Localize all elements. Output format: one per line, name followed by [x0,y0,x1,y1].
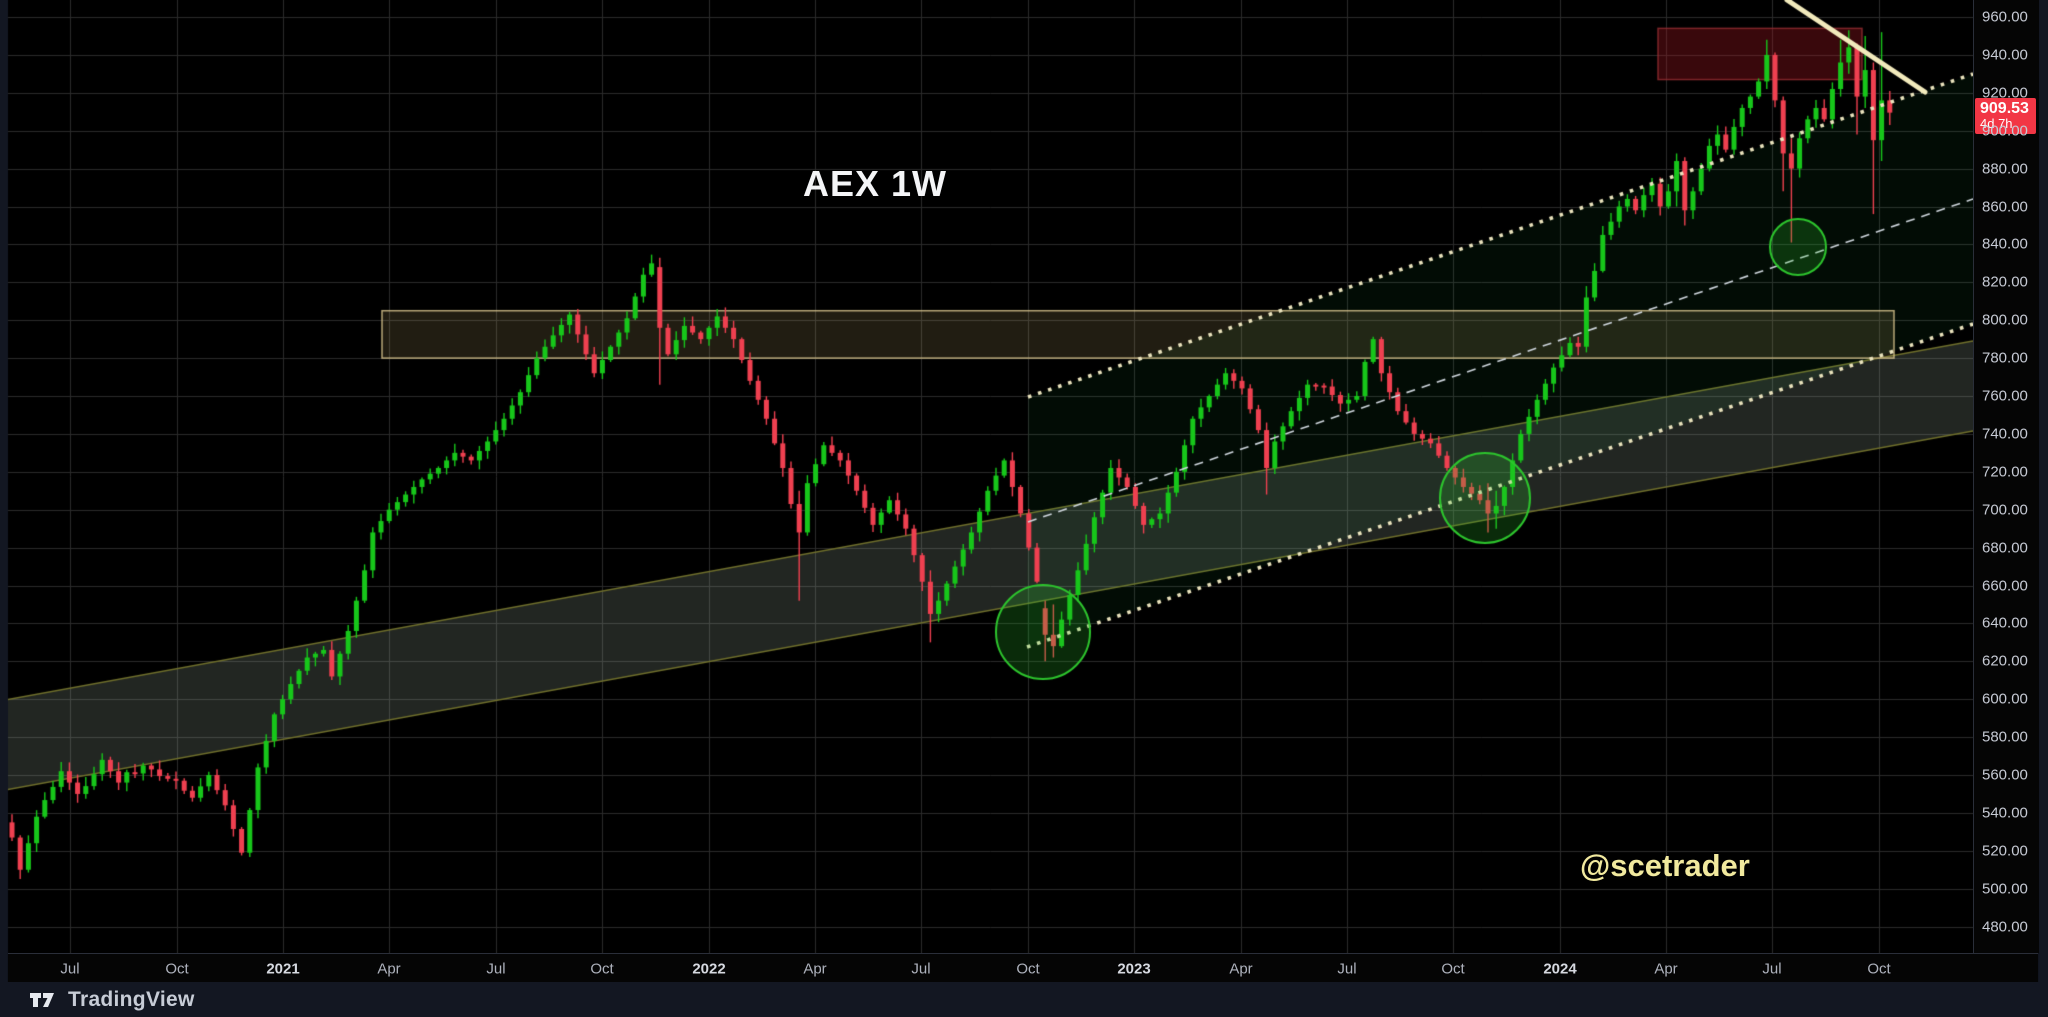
bar-countdown: 4d 7h [1980,116,2013,132]
price-tick-label: 660.00 [1982,577,2028,594]
price-tick-label: 740.00 [1982,425,2028,443]
price-tick-label: 840.00 [1982,235,2028,253]
time-tick-label: Oct [1867,960,1891,977]
time-tick-label: Apr [803,960,827,977]
price-tick-label: 900.00 [1982,122,2028,140]
price-tick-label: 960.00 [1982,8,2028,26]
time-tick-label: Jul [486,960,506,977]
price-tick-label: 700.00 [1982,501,2028,519]
time-tick-label: Jul [1762,960,1782,977]
price-tick-label: 580.00 [1982,728,2028,746]
price-tick-label: 880.00 [1982,160,2028,178]
price-tick-label: 780.00 [1982,349,2028,367]
price-tick-label: 760.00 [1982,387,2028,405]
time-tick-label: Jul [1337,960,1357,977]
time-tick-label: Oct [590,960,614,977]
price-tick-label: 520.00 [1982,842,2028,860]
time-tick-label: 2023 [1117,960,1151,977]
watermark-handle: @scetrader [1580,848,1750,883]
price-tick-label: 940.00 [1982,46,2028,64]
price-tick-label: 600.00 [1982,690,2028,708]
price-tick-label: 860.00 [1982,198,2028,215]
price-tick-label: 500.00 [1982,880,2028,898]
price-tick-label: 820.00 [1982,273,2028,291]
footer-bar: TradingView [0,982,2048,1017]
price-tick-label: 800.00 [1982,311,2028,329]
price-axis[interactable]: 909.53 4d 7h 960.00 940.00 920.00 900.00 880… [1973,0,2039,953]
time-tick-label: Jul [60,960,80,977]
time-tick-label: Apr [1229,960,1253,977]
time-tick-label: 2021 [266,960,300,977]
time-tick-label: Apr [377,960,401,977]
time-tick-label: Oct [165,960,189,977]
price-tick-label: 720.00 [1982,463,2028,481]
last-price-value: 909.53 [1980,99,2029,117]
time-tick-label: 2024 [1543,960,1577,977]
price-tick-label: 540.00 [1982,804,2028,822]
time-tick-label: Apr [1654,960,1678,977]
time-tick-label: 2022 [692,960,726,977]
time-tick-label: Oct [1441,960,1465,977]
last-price-label: 909.53 4d 7h [1975,97,2036,134]
time-axis[interactable]: Jul Oct 2021 Apr Jul Oct 2022 Apr Jul Oct 2023 Apr J… [8,953,2038,983]
price-tick-label: 620.00 [1982,652,2028,670]
tradingview-brand-text[interactable]: TradingView [68,987,195,1011]
tradingview-logo-icon[interactable] [30,991,58,1009]
price-tick-label: 480.00 [1982,918,2028,936]
symbol-title: AEX 1W [803,163,948,204]
price-tick-label: 680.00 [1982,539,2028,557]
price-tick-label: 920.00 [1982,84,2028,102]
price-tick-label: 640.00 [1982,614,2028,632]
time-tick-label: Oct [1016,960,1040,977]
price-tick-label: 560.00 [1982,766,2028,784]
time-tick-label: Jul [911,960,931,977]
